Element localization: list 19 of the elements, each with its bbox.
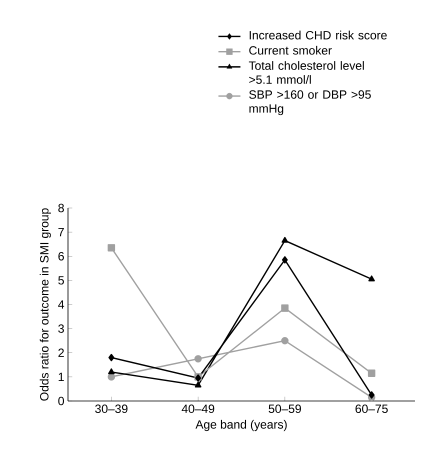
y-tick-label: 8: [58, 204, 64, 212]
x-tick-label: 40–49: [182, 404, 214, 414]
y-tick-label: 0: [58, 396, 64, 406]
y-tick-label: 6: [58, 252, 64, 260]
legend-label: Total cholesterol level >5.1 mmol/l: [248, 61, 364, 84]
y-tick-label: 7: [58, 228, 64, 236]
legend-label: Current smoker: [249, 46, 332, 55]
legend-label: SBP >160 or DBP >95 mmHg: [249, 90, 371, 116]
y-tick-label: 1: [58, 372, 64, 381]
x-tick-label: 30–39: [95, 404, 128, 414]
x-tick-label: 60–75: [356, 404, 388, 414]
y-tick-label: 4: [58, 300, 64, 309]
y-tick-label: 3: [58, 324, 64, 333]
x-tick-label: 50–59: [268, 404, 301, 414]
x-axis-title: Age band (years): [195, 420, 287, 432]
y-axis-title: Odds ratio for outcome in SMI group: [40, 208, 51, 401]
legend-label: Increased CHD risk score: [250, 30, 387, 40]
y-tick-label: 5: [58, 276, 64, 285]
y-tick-label: 2: [58, 348, 64, 357]
